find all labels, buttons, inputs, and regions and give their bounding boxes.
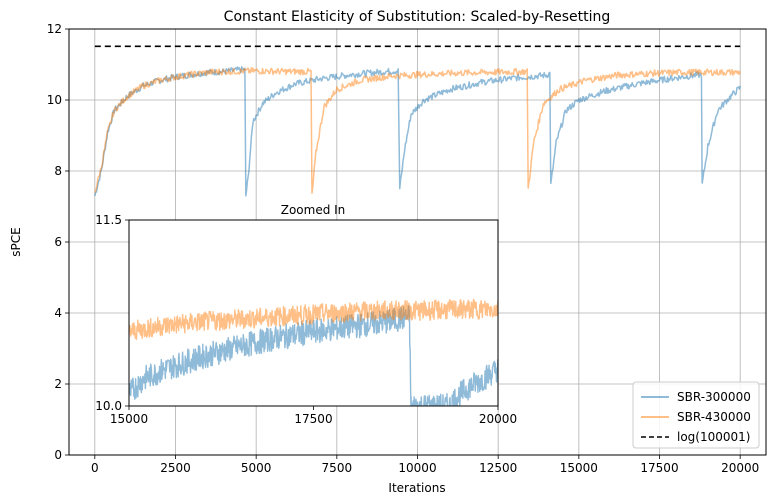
main-axis-ticks: 0 2500 5000 7500 10000 12500 15000 17500 20000 0 2… (47, 22, 760, 475)
x-tick-label: 17500 (640, 461, 678, 475)
chart-title: Constant Elasticity of Substitution: Sca… (224, 9, 611, 25)
x-tick-label: 2500 (160, 461, 191, 475)
y-tick-label: 4 (54, 306, 62, 320)
x-tick-label: 15000 (560, 461, 598, 475)
y-tick-label: 12 (47, 22, 62, 36)
inset-axis-ticks: 15000 17500 20000 10.0 11.5 (95, 213, 517, 426)
inset-y-tick-label: 11.5 (95, 213, 122, 227)
legend-label-log: log(100001) (677, 430, 750, 444)
x-tick-label: 20000 (721, 461, 759, 475)
y-tick-label: 10 (47, 93, 62, 107)
legend: SBR-300000 SBR-430000 log(100001) (632, 381, 760, 449)
x-tick-label: 12500 (479, 461, 517, 475)
inset-series-line-sbr-300000 (129, 305, 498, 406)
y-tick-label: 8 (54, 164, 62, 178)
y-tick-label: 2 (54, 377, 62, 391)
inset-series-line-sbr-430000 (129, 298, 498, 340)
y-tick-label: 6 (54, 235, 62, 249)
y-axis-label: sPCE (9, 227, 23, 256)
legend-label-sbr-430000: SBR-430000 (677, 410, 751, 424)
x-tick-label: 10000 (398, 461, 436, 475)
x-axis-label: Iterations (388, 481, 445, 495)
legend-label-sbr-300000: SBR-300000 (677, 390, 751, 404)
x-tick-label: 0 (91, 461, 99, 475)
legend-box (632, 381, 760, 449)
y-tick-label: 0 (54, 448, 62, 462)
inset-series-group (129, 298, 498, 406)
inset-title: Zoomed In (281, 203, 346, 217)
inset-x-tick-label: 15000 (110, 412, 148, 426)
inset-x-tick-label: 20000 (479, 412, 517, 426)
series-line-sbr-430000 (94, 67, 741, 194)
main-series-group (94, 45, 741, 197)
x-tick-label: 5000 (241, 461, 272, 475)
inset-y-tick-label: 10.0 (95, 399, 122, 413)
inset-x-tick-label: 17500 (294, 412, 332, 426)
x-tick-label: 7500 (322, 461, 353, 475)
